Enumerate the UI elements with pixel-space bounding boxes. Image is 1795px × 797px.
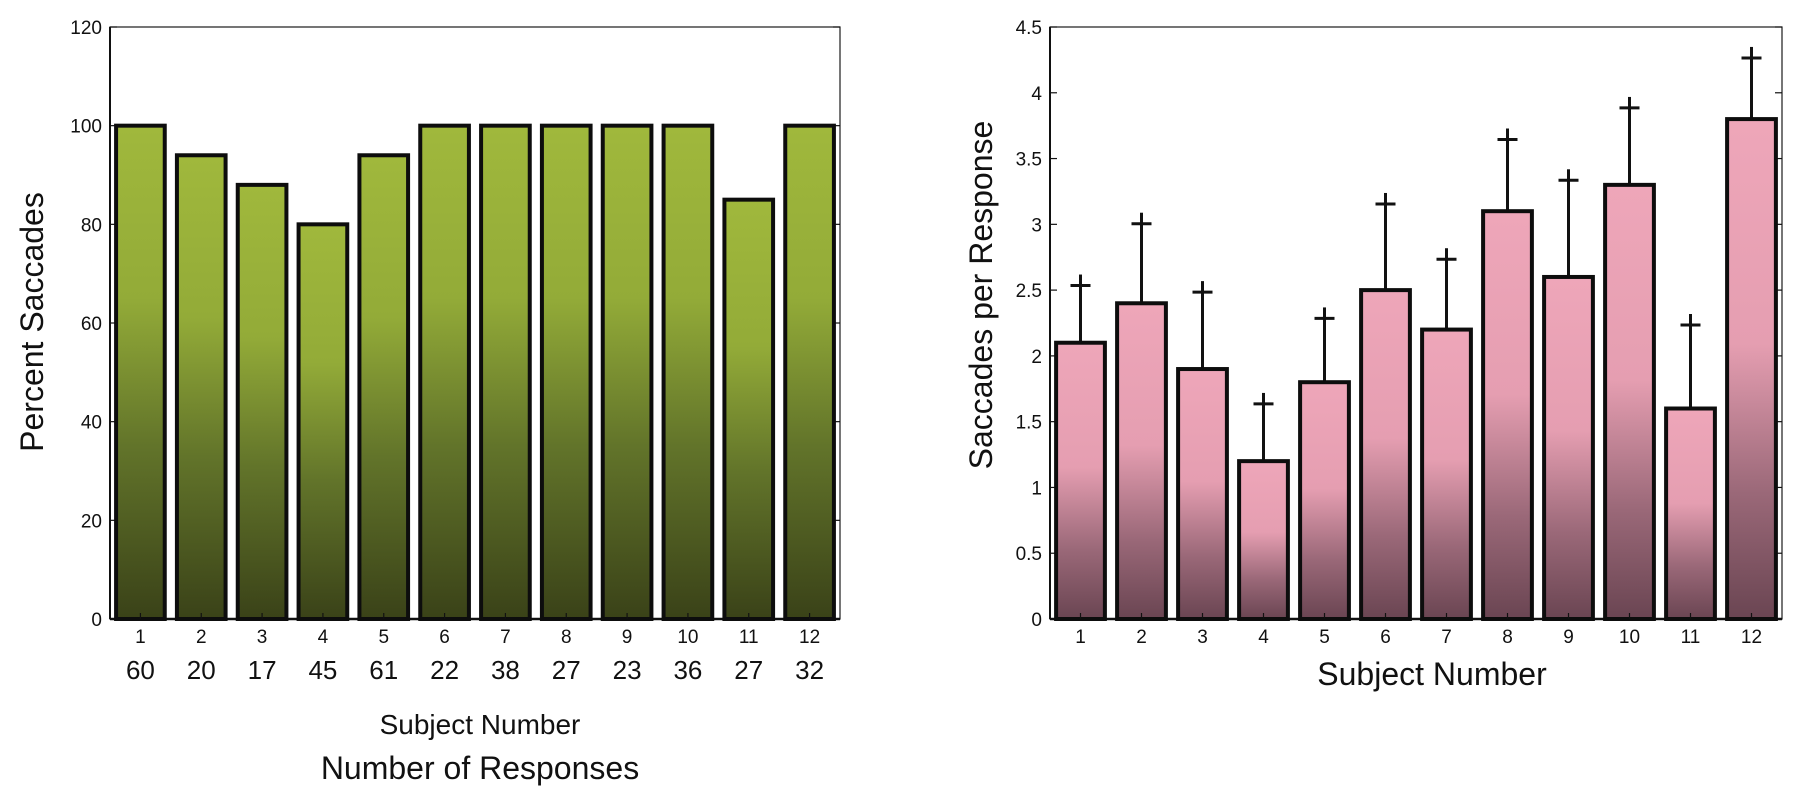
response-count-label: 20: [187, 655, 216, 685]
x-tick-label: 8: [561, 627, 572, 648]
y-tick-label: 0: [1031, 610, 1042, 631]
bar-subject-7: [1420, 327, 1473, 621]
x-tick-label: 11: [1681, 627, 1701, 648]
x-tick-label: 7: [500, 627, 511, 648]
y-tick-label: 4: [1031, 84, 1042, 105]
response-count-label: 17: [248, 655, 277, 685]
y-tick-label: 3.5: [1016, 150, 1042, 171]
x-tick-label: 4: [1258, 627, 1269, 648]
x-tick-label: 10: [1619, 627, 1640, 648]
response-count-label: 23: [613, 655, 642, 685]
bar-subject-7: [479, 123, 532, 622]
x-tick-label: 1: [1075, 627, 1086, 648]
y-axis-title: Percent Saccades: [14, 192, 50, 452]
y-tick-label: 80: [81, 215, 102, 236]
y-tick-label: 20: [81, 511, 102, 532]
bar-subject-6: [418, 123, 471, 622]
x-tick-label: 5: [1319, 627, 1330, 648]
y-tick-label: 3: [1031, 215, 1042, 236]
x-tick-label: 3: [257, 627, 268, 648]
bar-subject-9: [1542, 274, 1595, 621]
bar-subject-8: [539, 123, 593, 622]
x-tick-label: 2: [196, 627, 207, 648]
y-ticks: 0 0.5 1 1.5 2 2.5 3 3.5 4 4.5: [1016, 18, 1782, 631]
y-ticks: 0 20 40 60 80 100 120: [70, 18, 840, 631]
saccades-per-response-chart: 00.511.522.533.544.5 1 2 3 4 5 6 7 8 9 10 11 12 Sac…: [963, 18, 1783, 692]
x-tick-label: 11: [739, 627, 759, 648]
response-count-label: 45: [308, 655, 337, 685]
y-tick-label: 2: [1031, 347, 1042, 368]
bars: [1054, 117, 1778, 622]
x-axis-title: Subject Number: [380, 709, 581, 740]
bar-subject-4: [296, 222, 350, 621]
x-tick-label: 7: [1441, 627, 1452, 648]
bar-subject-2: [174, 153, 228, 621]
y-tick-label: 0.5: [1016, 544, 1042, 565]
bar-subject-12: [1725, 117, 1778, 621]
response-count-label: 36: [673, 655, 702, 685]
bar-subject-5: [357, 153, 411, 621]
bar-subject-8: [1481, 209, 1534, 622]
x-tick-label: 6: [439, 627, 450, 648]
y-axis-title: Saccades per Response: [963, 121, 999, 470]
bar-subject-3: [235, 182, 289, 621]
y-tick-label: 100: [70, 117, 102, 138]
response-count-label: 38: [491, 655, 520, 685]
bar-subject-9: [600, 123, 654, 622]
bar-subject-10: [661, 123, 715, 622]
response-count-labels: 60 20 17 45 61 22 38 27 23 36 27 32: [126, 655, 824, 685]
x-tick-label: 4: [318, 627, 329, 648]
bar-subject-11: [1664, 406, 1717, 621]
x-tick-label: 10: [677, 627, 698, 648]
bar-subject-12: [783, 123, 836, 622]
x-tick-label: 12: [799, 627, 820, 648]
x-tick-label: 9: [622, 627, 633, 648]
x-tick-label: 2: [1136, 627, 1147, 648]
bar-subject-1: [1054, 340, 1107, 621]
bar-subject-6: [1359, 288, 1412, 621]
x-tick-label: 1: [135, 627, 146, 648]
bar-subject-3: [1176, 367, 1229, 621]
bar-subject-10: [1603, 182, 1656, 621]
y-tick-label: 60: [81, 314, 102, 335]
response-count-label: 22: [430, 655, 459, 685]
y-tick-label: 1.5: [1016, 413, 1042, 434]
bar-subject-5: [1298, 380, 1351, 622]
x-tick-label: 8: [1502, 627, 1513, 648]
y-tick-label: 1: [1031, 478, 1042, 499]
x-axis-title: Subject Number: [1317, 656, 1547, 692]
response-count-label: 27: [552, 655, 581, 685]
response-count-label: 27: [734, 655, 763, 685]
y-tick-label: 120: [70, 18, 102, 39]
bar-subject-2: [1115, 301, 1168, 621]
y-tick-label: 40: [81, 413, 102, 434]
x-tick-label: 9: [1563, 627, 1574, 648]
x-tick-labels: 1 2 3 4 5 6 7 8 9 10 11 12: [1075, 613, 1762, 648]
y-tick-label: 2.5: [1016, 281, 1042, 302]
bar-subject-11: [722, 197, 776, 622]
x-tick-label: 3: [1197, 627, 1208, 648]
x-tick-label: 6: [1380, 627, 1391, 648]
x-tick-label: 12: [1741, 627, 1762, 648]
y-tick-label: 4.5: [1016, 18, 1042, 39]
bars: [114, 123, 836, 622]
response-count-label: 60: [126, 655, 155, 685]
bar-subject-1: [114, 123, 167, 622]
x-axis-subtitle: Number of Responses: [321, 750, 639, 786]
response-count-label: 32: [795, 655, 824, 685]
y-tick-label: 0: [91, 610, 102, 631]
response-count-label: 61: [369, 655, 398, 685]
x-tick-labels: 1 2 3 4 5 6 7 8 9 10 11 12: [135, 613, 820, 648]
bar-subject-4: [1237, 459, 1290, 621]
error-bars: [1070, 46, 1762, 462]
x-tick-label: 5: [378, 627, 389, 648]
